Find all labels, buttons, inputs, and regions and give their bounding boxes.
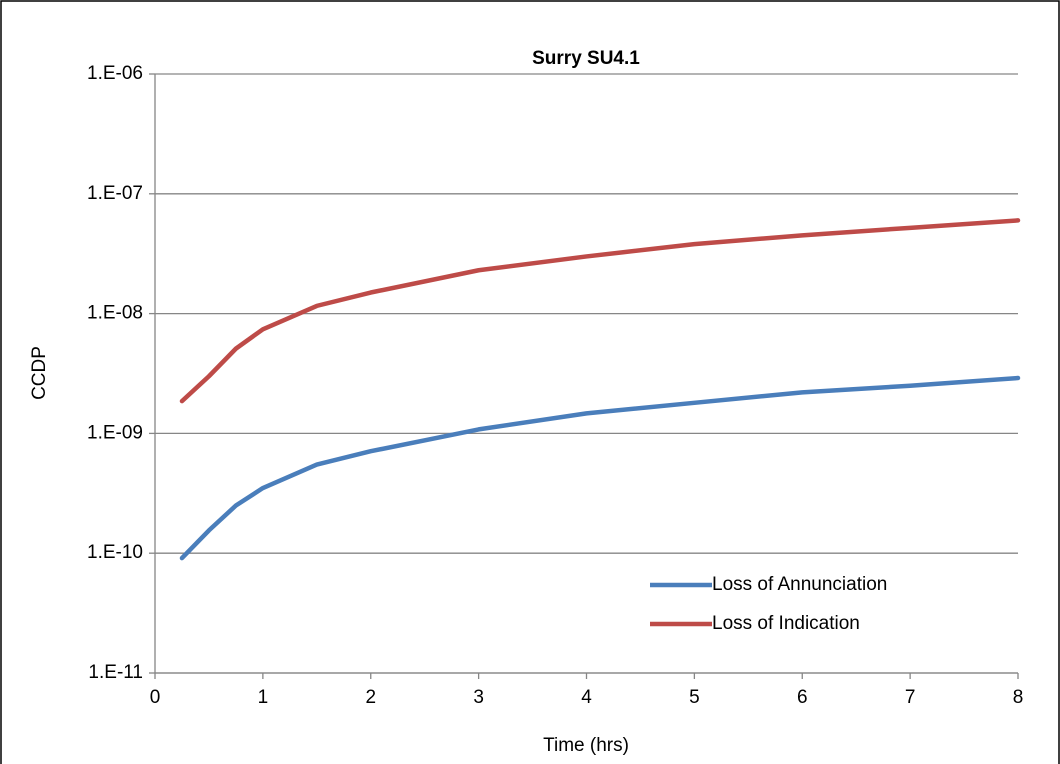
x-tick-label: 4 <box>581 687 592 708</box>
y-tick-label: 1.E-09 <box>87 422 143 443</box>
chart-title: Surry SU4.1 <box>532 48 640 69</box>
x-tick-label: 7 <box>905 687 916 708</box>
legend-label: Loss of Indication <box>712 613 860 634</box>
y-tick-label: 1.E-06 <box>87 63 143 84</box>
y-tick-label: 1.E-08 <box>87 303 143 324</box>
x-tick-label: 6 <box>797 687 808 708</box>
x-tick-label: 1 <box>258 687 269 708</box>
y-tick-label: 1.E-10 <box>87 542 143 563</box>
y-tick-label: 1.E-07 <box>87 183 143 204</box>
line-series <box>179 218 1021 404</box>
x-tick-label: 0 <box>150 687 161 708</box>
x-tick-label: 5 <box>689 687 700 708</box>
x-tick-label: 3 <box>473 687 484 708</box>
x-axis-label: Time (hrs) <box>543 735 629 756</box>
line-series <box>179 375 1021 561</box>
x-tick-label: 2 <box>365 687 376 708</box>
y-tick-label: 1.E-11 <box>88 662 143 683</box>
y-axis-label: CCDP <box>29 346 50 400</box>
legend-label: Loss of Annunciation <box>712 574 887 595</box>
x-tick-label: 8 <box>1013 687 1024 708</box>
